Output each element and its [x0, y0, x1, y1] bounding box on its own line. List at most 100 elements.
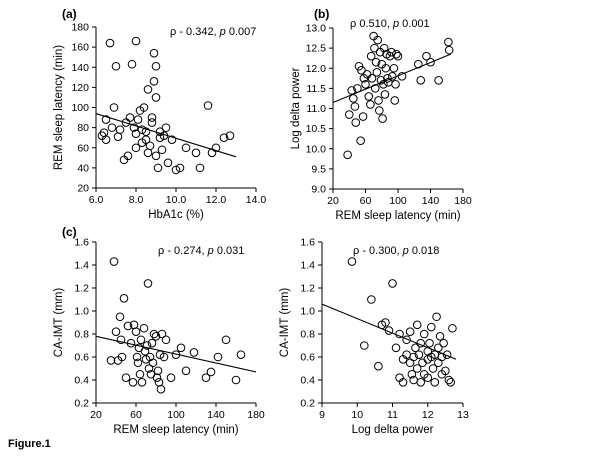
scatter-panel-3: 20 60 100 140 180 0.2 0.4 0.6 0.8 1.0 1.2 1.4 1.6 REM… — [53, 225, 265, 436]
data-point — [131, 36, 141, 46]
y-tick-label: 120 — [71, 82, 89, 94]
x-tick-label: 60 — [130, 409, 142, 421]
data-point — [373, 35, 382, 45]
y-tick-label: 1.4 — [300, 260, 315, 272]
data-point — [343, 150, 352, 160]
x-tick-label: 10.0 — [166, 194, 187, 206]
y-tick-label: 80 — [77, 122, 89, 134]
y-tick-label: 60 — [77, 142, 89, 154]
data-point — [379, 43, 389, 53]
data-point — [416, 338, 426, 348]
data-point — [113, 132, 123, 141]
y-tick-label: 1.0 — [300, 306, 315, 318]
data-point — [147, 338, 157, 348]
data-point — [412, 364, 422, 373]
y-tick-label: 0.8 — [74, 329, 89, 341]
data-point — [393, 51, 403, 61]
data-point — [371, 57, 381, 67]
y-tick-label: 9.5 — [311, 163, 326, 175]
data-point — [416, 76, 426, 85]
data-point — [347, 86, 356, 95]
data-point — [383, 74, 392, 83]
data-point — [151, 93, 161, 102]
data-point — [151, 61, 161, 71]
data-point — [385, 51, 395, 61]
data-point — [131, 129, 141, 138]
p-symbol: p — [219, 26, 229, 38]
data-point — [136, 335, 146, 345]
data-point — [126, 338, 136, 348]
data-point — [125, 113, 135, 122]
data-point — [444, 45, 454, 55]
data-point — [409, 352, 418, 362]
data-point — [213, 352, 223, 362]
y-tick-label: 1.6 — [74, 237, 89, 249]
data-point — [391, 343, 401, 353]
data-point — [166, 373, 176, 383]
x-tick-label: 12.0 — [206, 194, 227, 206]
panel-label: (c) — [62, 225, 77, 239]
panel-label: (b) — [314, 7, 329, 21]
y-tick-label: 0.2 — [74, 398, 89, 410]
data-point — [349, 94, 358, 103]
data-point — [231, 375, 241, 385]
x-tick-label: 13 — [457, 409, 469, 421]
data-point — [442, 350, 452, 360]
data-point — [347, 257, 357, 266]
data-point — [127, 59, 137, 69]
data-point — [195, 163, 205, 173]
x-tick-label: 10 — [351, 409, 363, 421]
data-point — [411, 343, 420, 353]
y-tick-label: 0.4 — [74, 375, 89, 387]
p-symbol: p — [392, 18, 402, 30]
data-point — [167, 135, 177, 144]
x-tick-label: 20 — [90, 409, 102, 421]
data-point — [414, 59, 423, 69]
scatter-panel-4: 9 10 11 12 13 0.2 0.4 0.6 0.8 1.0 1.2 1.4 1.6 Log del… — [279, 237, 469, 437]
data-point — [378, 114, 387, 123]
data-point — [171, 165, 181, 175]
x-axis-label: REM sleep latency (min) — [335, 210, 460, 222]
data-point — [389, 63, 399, 73]
data-point — [374, 96, 383, 105]
y-tick-label: 1.6 — [300, 237, 315, 249]
data-point — [123, 321, 133, 331]
data-point — [444, 37, 453, 47]
data-point — [398, 378, 408, 387]
data-point — [101, 135, 111, 144]
data-point — [395, 329, 404, 339]
data-point — [145, 141, 155, 151]
data-point — [367, 295, 376, 304]
data-point — [448, 323, 457, 333]
data-point — [109, 103, 119, 112]
data-point — [111, 327, 121, 337]
data-point — [106, 356, 116, 365]
data-point — [435, 332, 445, 341]
data-point — [171, 350, 181, 360]
data-point — [141, 135, 151, 144]
data-point — [353, 84, 362, 93]
data-point — [381, 63, 391, 73]
data-point — [437, 352, 447, 362]
data-point — [176, 343, 186, 353]
p-value: 0.001 — [402, 18, 430, 30]
y-tick-label: 0.6 — [74, 352, 89, 364]
data-point — [148, 358, 158, 368]
y-tick-label: 1.2 — [300, 283, 315, 295]
data-point — [351, 118, 361, 127]
y-tick-label: 180 — [71, 22, 89, 34]
x-axis-label: HbA1c (%) — [148, 209, 204, 221]
data-point — [161, 123, 171, 132]
data-point — [350, 102, 360, 111]
y-tick-label: 160 — [71, 42, 89, 54]
data-point — [430, 378, 440, 387]
y-tick-label: 20 — [77, 183, 89, 195]
y-axis-label: REM sleep latency (min) — [53, 45, 65, 170]
data-point — [151, 151, 161, 161]
scatter-panel-1: 6.0 8.0 10.0 12.0 14.0 20 40 60 80 100 120 140 160 18… — [53, 7, 266, 221]
data-point — [201, 373, 211, 383]
data-point — [372, 67, 382, 77]
rho-text: ρ - 0.274, — [158, 245, 208, 257]
data-point — [107, 123, 117, 132]
y-tick-label: 140 — [71, 62, 89, 74]
